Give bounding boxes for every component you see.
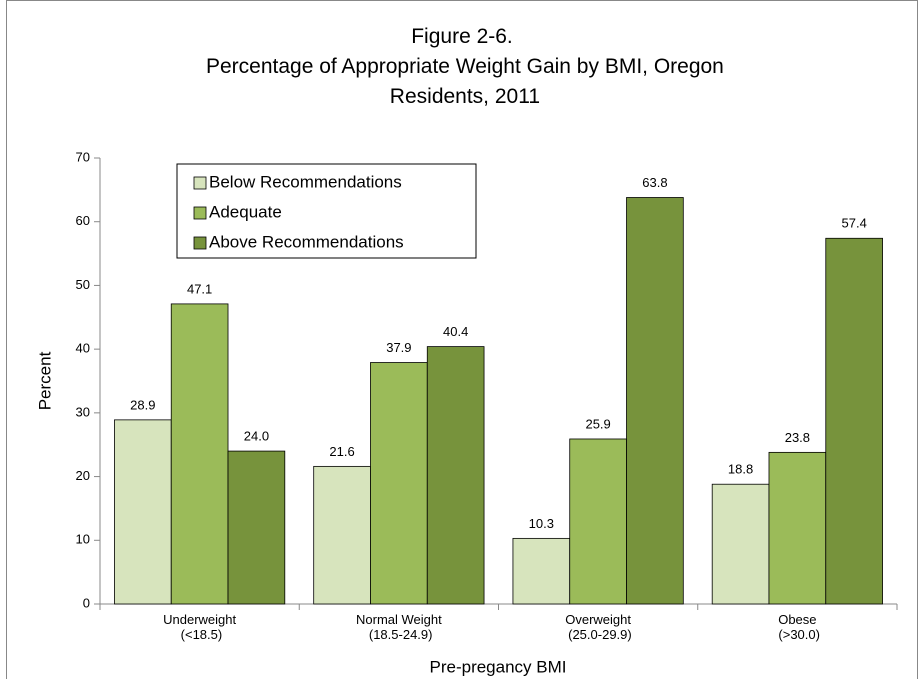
value-label: 63.8 (642, 175, 667, 190)
bar (626, 197, 684, 605)
legend-label: Below Recommendations (209, 172, 402, 191)
y-tick-label: 10 (76, 532, 90, 547)
bar (512, 537, 571, 605)
x-tick-label: Obese (>30.0) (775, 612, 820, 642)
value-label: 18.8 (728, 462, 753, 477)
y-tick-label: 20 (76, 468, 90, 483)
value-label: 28.9 (130, 397, 155, 412)
value-label: 57.4 (842, 216, 867, 231)
value-label: 10.3 (529, 516, 554, 531)
value-label: 40.4 (443, 324, 468, 339)
y-tick-label: 0 (83, 595, 90, 610)
x-tick-label: Normal Weight (18.5-24.9) (356, 612, 442, 642)
bar (114, 419, 172, 605)
bar (170, 303, 229, 605)
bar (227, 450, 286, 605)
bar (313, 465, 371, 605)
legend-label: Adequate (209, 202, 282, 221)
bar (711, 483, 770, 605)
value-label: 47.1 (187, 281, 212, 296)
bar (370, 362, 428, 605)
legend-swatch (193, 176, 207, 190)
y-tick-label: 50 (76, 277, 90, 292)
value-label: 21.6 (329, 444, 354, 459)
bar (825, 237, 883, 605)
legend-box (176, 163, 477, 259)
bar (768, 451, 827, 605)
value-label: 37.9 (386, 340, 411, 355)
value-label: 23.8 (785, 430, 810, 445)
y-tick-label: 70 (76, 149, 90, 164)
y-tick-label: 30 (76, 404, 90, 419)
value-label: 25.9 (585, 416, 610, 431)
value-label: 24.0 (244, 429, 269, 444)
x-axis-title: Pre-pregancy BMI (430, 657, 567, 676)
y-tick-label: 40 (76, 341, 90, 356)
y-tick-label: 60 (76, 213, 90, 228)
x-tick-label: Overweight (25.0-29.9) (565, 612, 632, 642)
legend-label: Above Recommendations (209, 232, 404, 251)
y-axis-title: Percent (35, 351, 54, 410)
legend-swatch (193, 206, 207, 220)
x-tick-label: Underweight (<18.5) (163, 612, 236, 642)
bar (426, 346, 485, 605)
legend-swatch (193, 236, 207, 250)
chart-title: Figure 2-6. Percentage of Appropriate We… (200, 25, 724, 108)
bar (569, 438, 627, 605)
